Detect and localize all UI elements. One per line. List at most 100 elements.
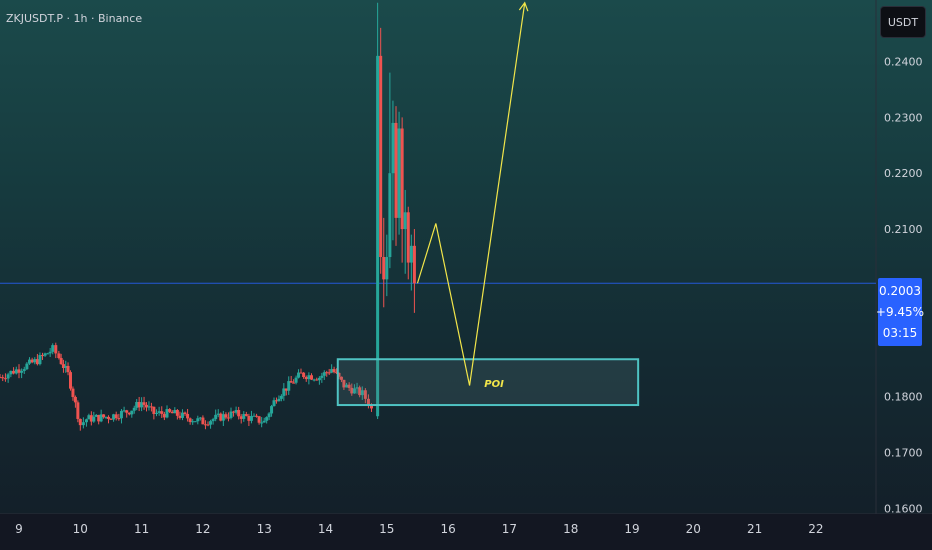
candle-body	[104, 416, 108, 418]
price-change: +9.45%	[875, 304, 925, 319]
candle-body	[315, 379, 319, 381]
candle-body	[180, 412, 184, 418]
candle-body	[76, 402, 80, 419]
candle-body	[267, 413, 271, 418]
currency-button[interactable]: USDT	[880, 6, 926, 38]
candle-body	[272, 400, 276, 407]
candle-body	[173, 410, 177, 414]
candles	[0, 2, 416, 431]
candle-body	[135, 401, 139, 408]
candle-body	[59, 358, 63, 365]
candle-body	[317, 377, 321, 381]
candle-body	[337, 372, 341, 377]
candle-body	[66, 365, 70, 373]
candle-body	[309, 375, 313, 380]
candle-body	[244, 414, 248, 416]
candle-body	[260, 422, 264, 424]
candle-body	[14, 369, 18, 374]
candle-body	[203, 424, 207, 426]
y-tick-label: 0.2100	[884, 223, 923, 236]
candle-body	[102, 414, 106, 418]
last-price-value: 0.2003	[879, 283, 921, 298]
candle-body	[325, 372, 329, 374]
y-tick-label: 0.2300	[884, 111, 923, 124]
candle-body	[198, 417, 202, 419]
projection-arrowhead	[518, 1, 529, 12]
candle-body	[178, 415, 182, 418]
candle-body	[71, 388, 75, 397]
poi-box	[336, 358, 640, 407]
x-tick-label: 19	[624, 522, 639, 536]
candle-body	[234, 410, 238, 413]
candle-body	[43, 353, 47, 356]
candle-body	[170, 411, 174, 414]
poi-zone: POI	[336, 358, 640, 407]
candle-body	[51, 345, 55, 352]
candle-body	[350, 387, 354, 394]
x-tick-label: 14	[318, 522, 333, 536]
candle-body	[132, 407, 136, 411]
candle-body	[363, 390, 367, 399]
candle-body	[186, 413, 190, 419]
candle-body	[302, 372, 306, 378]
candle-body	[81, 422, 85, 426]
candle-body	[257, 416, 261, 423]
candle-body	[289, 381, 293, 383]
candle-body	[216, 413, 220, 415]
x-tick-label: 15	[379, 522, 394, 536]
candle-body	[265, 417, 269, 421]
candle-body	[175, 410, 179, 416]
candle-body	[201, 417, 205, 425]
x-tick-label: 21	[747, 522, 762, 536]
candle-body	[287, 381, 291, 391]
x-tick-label: 16	[440, 522, 455, 536]
x-tick-label: 12	[195, 522, 210, 536]
candle-body	[379, 55, 383, 257]
candle-body	[1, 377, 5, 379]
candle-body	[122, 410, 126, 412]
candle-body	[196, 418, 200, 422]
candle-body	[183, 412, 187, 414]
candle-body	[412, 245, 416, 284]
candle-body	[358, 387, 362, 396]
candle-body	[162, 413, 166, 418]
poi-label: POI	[484, 379, 504, 390]
candle-body	[84, 419, 88, 423]
candle-body	[211, 419, 215, 422]
candle-body	[226, 417, 230, 419]
candle-body	[249, 416, 253, 421]
candle-body	[214, 414, 218, 420]
candle-body	[92, 416, 96, 422]
candle-body	[73, 396, 77, 403]
candle-body	[38, 355, 42, 365]
candle-body	[345, 384, 349, 388]
candle-body	[57, 353, 61, 359]
candle-body	[3, 378, 7, 380]
candle-body	[22, 369, 26, 371]
x-tick-label: 20	[686, 522, 701, 536]
y-tick-label: 0.2200	[884, 167, 923, 180]
time-axis[interactable]: 9 10 11 12 13 14 15 16 17 18 19 20 21 22	[15, 522, 823, 536]
candle-body	[262, 420, 266, 423]
candle-body	[6, 374, 10, 379]
candle-body	[297, 372, 301, 378]
candle-body	[385, 257, 389, 280]
candle-body	[206, 424, 210, 426]
price-axis[interactable]: 0.24000.23000.22000.21000.20000.19000.18…	[884, 55, 923, 515]
candle-body	[403, 212, 407, 230]
x-tick-label: 9	[15, 522, 23, 536]
x-tick-label: 22	[808, 522, 823, 536]
candle-body	[127, 412, 131, 415]
candle-body	[335, 372, 339, 374]
candle-body	[294, 377, 298, 383]
candle-body	[20, 370, 24, 373]
candle-body	[292, 382, 296, 384]
candle-body	[406, 212, 410, 263]
candle-body	[369, 405, 373, 409]
candle-body	[221, 414, 225, 421]
candle-body	[119, 410, 123, 419]
candle-body	[152, 406, 156, 414]
candle-body	[140, 402, 144, 408]
